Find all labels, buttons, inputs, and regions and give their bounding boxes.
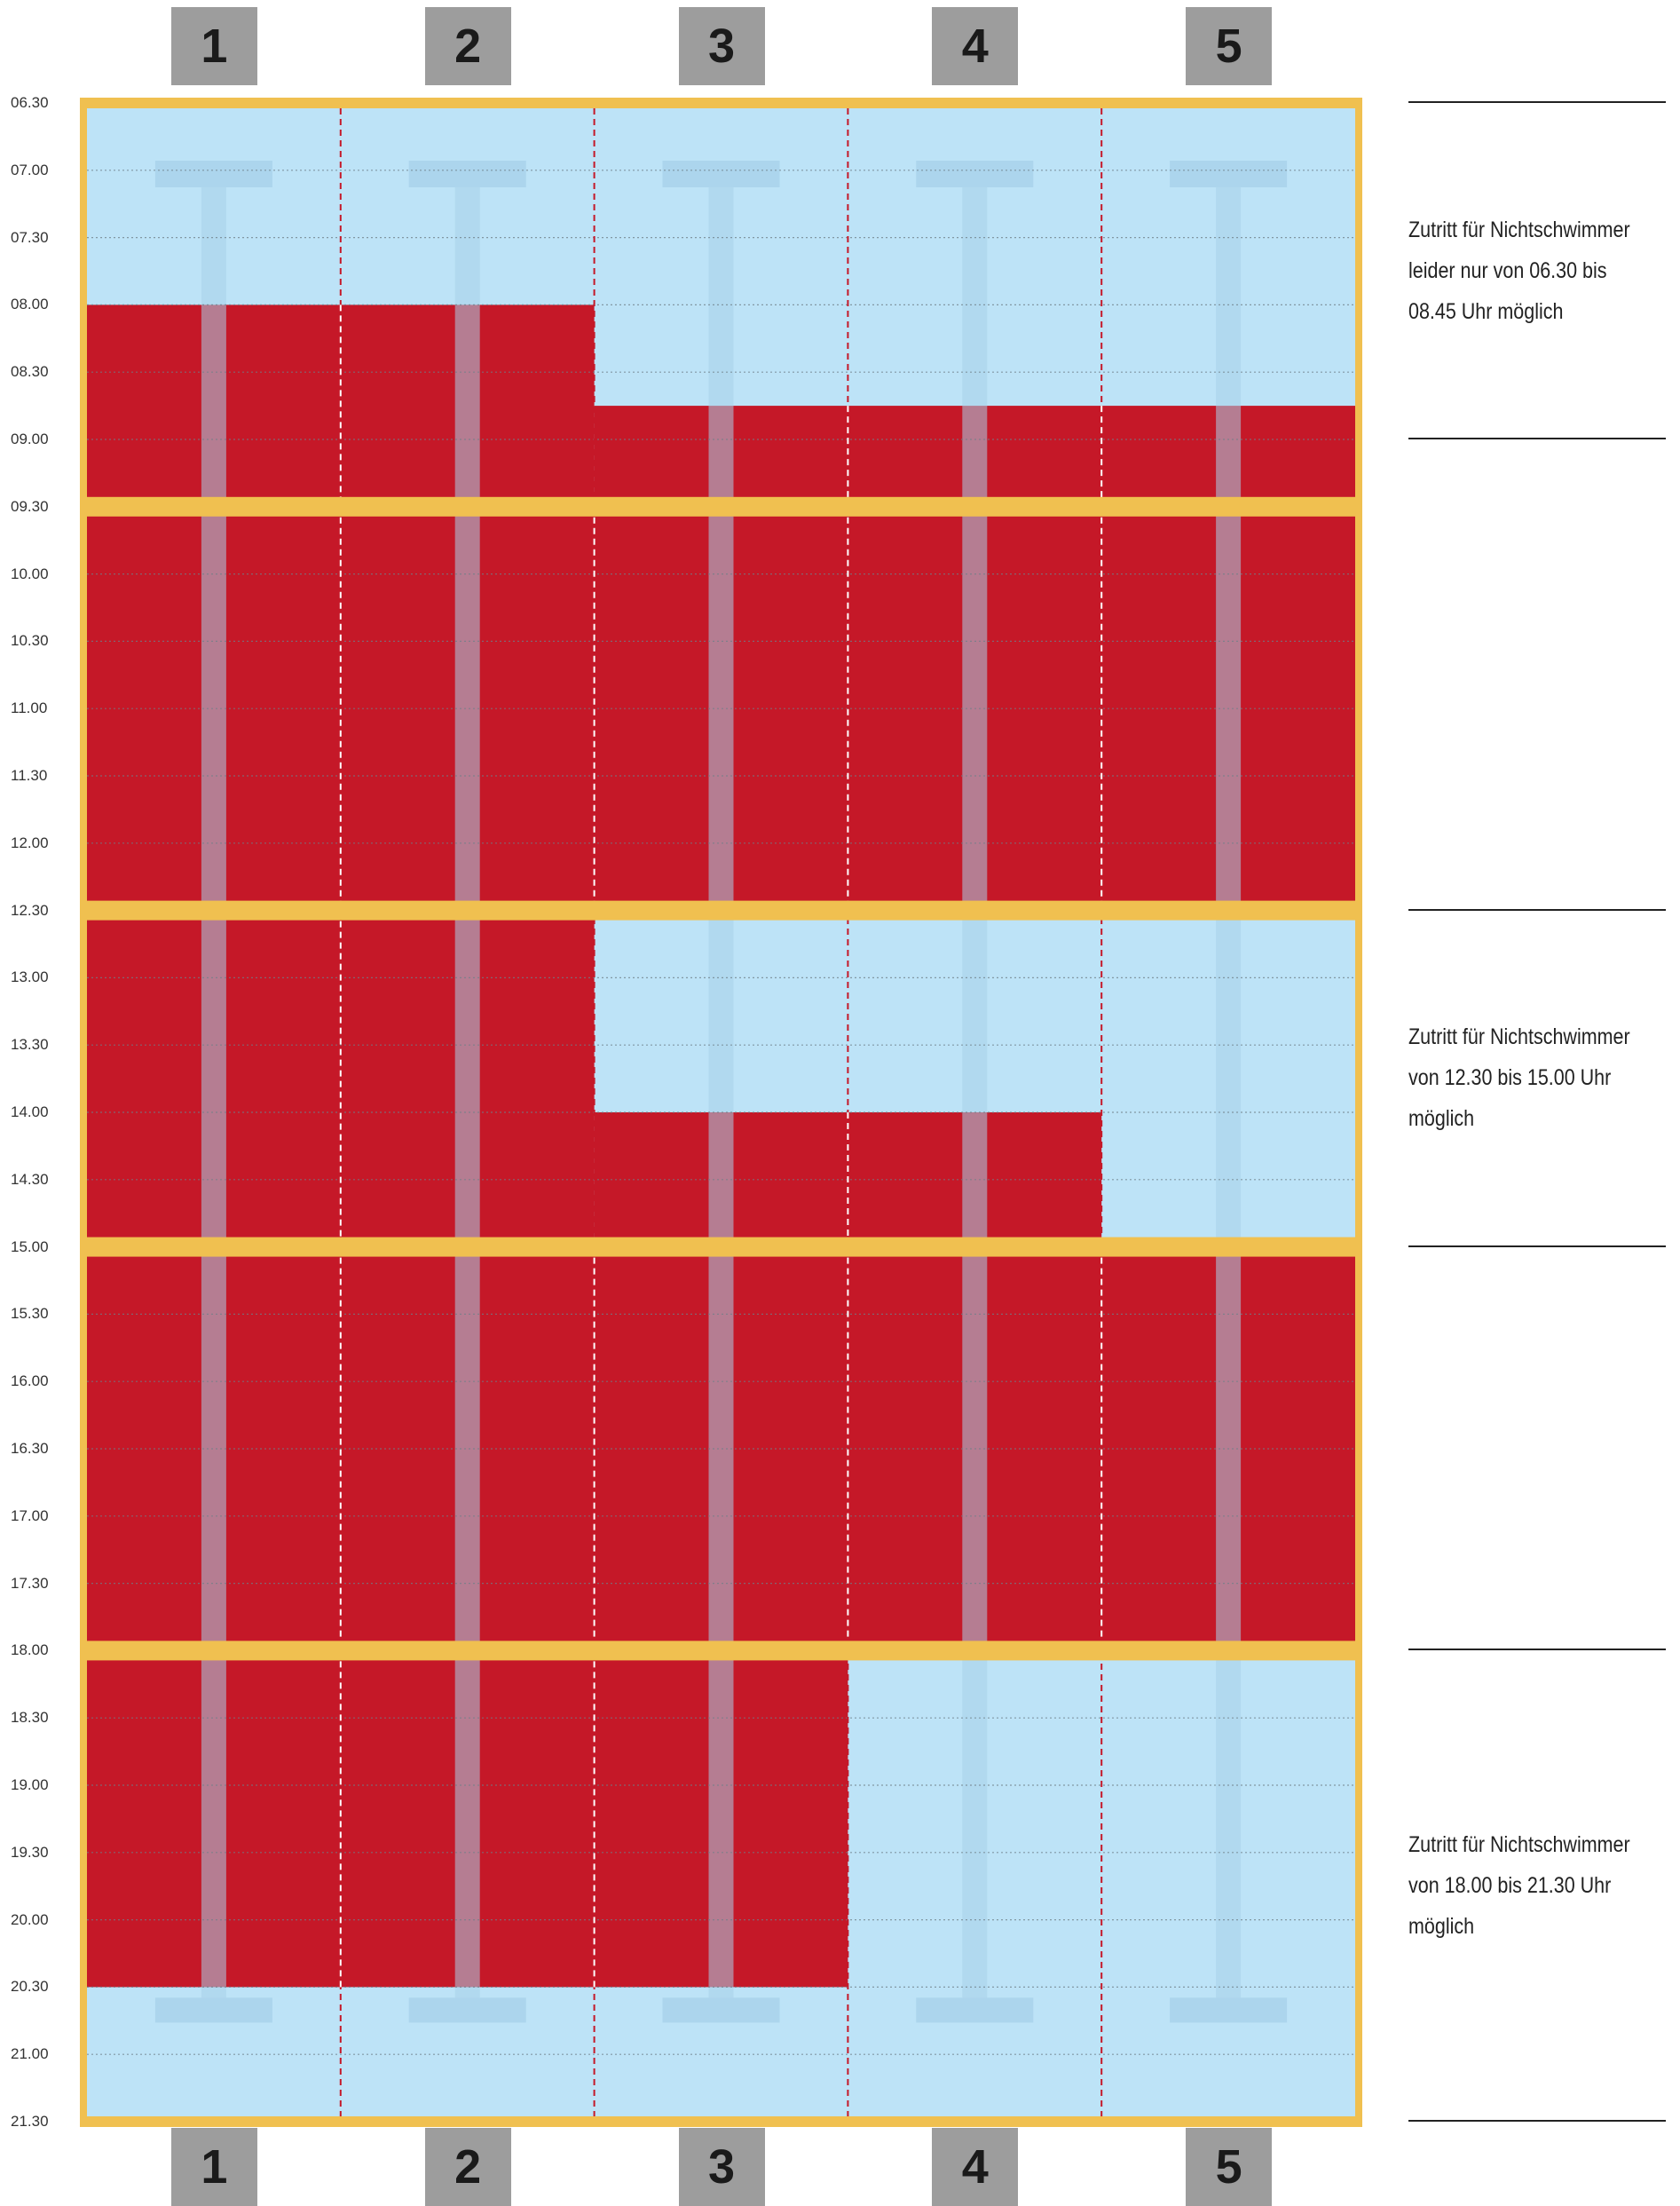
session-break-1 — [80, 496, 1362, 517]
note-line: leider nur von 06.30 bis — [1408, 257, 1607, 283]
time-label: 13.00 — [11, 969, 49, 986]
lane-marker-stem-1 — [201, 187, 226, 1998]
lane-marker-stem-4 — [962, 187, 988, 1998]
lane-marker-bottom-1 — [154, 1997, 272, 2023]
lane-marker-top-3 — [662, 161, 780, 187]
time-label: 07.00 — [11, 161, 49, 178]
time-label: 12.00 — [11, 834, 49, 851]
time-label: 08.30 — [11, 363, 49, 381]
time-label: 12.30 — [11, 901, 49, 919]
time-label: 17.00 — [11, 1506, 49, 1524]
lane-badge-5: 5 — [1186, 7, 1273, 85]
time-label: 14.00 — [11, 1103, 49, 1120]
lane-marker-stem-2 — [454, 187, 480, 1998]
time-label: 21.30 — [11, 2113, 49, 2130]
time-label: 19.00 — [11, 1776, 49, 1793]
note-rule-1-top — [1408, 101, 1666, 103]
note-line: Zutritt für Nichtschwimmer — [1408, 1831, 1630, 1857]
lane-badge-3: 3 — [678, 2128, 765, 2206]
note-line: von 18.00 bis 21.30 Uhr — [1408, 1872, 1612, 1898]
time-label: 15.00 — [11, 1237, 49, 1255]
time-label: 14.30 — [11, 1170, 49, 1188]
lane-badge-3: 3 — [678, 7, 765, 85]
lane-badge-1: 1 — [170, 7, 257, 85]
time-label: 18.00 — [11, 1641, 49, 1659]
lane-marker-bottom-5 — [1170, 1997, 1288, 2023]
lane-marker-top-2 — [408, 161, 526, 187]
lane-badge-4: 4 — [932, 7, 1019, 85]
note-rule-2-top — [1408, 908, 1666, 911]
note-rule-2-bottom — [1408, 1245, 1666, 1247]
time-label: 10.00 — [11, 565, 49, 582]
lane-badge-2: 2 — [424, 2128, 511, 2206]
time-label: 09.30 — [11, 497, 49, 515]
lane-marker-bottom-4 — [916, 1997, 1034, 2023]
session-break-4 — [80, 1641, 1362, 1661]
time-label: 09.00 — [11, 431, 49, 447]
note-line: Zutritt für Nichtschwimmer — [1408, 1024, 1630, 1050]
time-label: 07.30 — [11, 228, 49, 246]
note-text-2: Zutritt für Nichtschwimmer von 12.30 bis … — [1408, 1016, 1637, 1139]
time-label: 19.30 — [11, 1843, 49, 1861]
time-label: 20.00 — [11, 1910, 49, 1928]
lane-marker-bottom-3 — [662, 1997, 780, 2023]
time-label: 13.30 — [11, 1036, 49, 1054]
lane-marker-stem-5 — [1216, 187, 1242, 1998]
time-label: 18.30 — [11, 1709, 49, 1727]
time-label: 11.30 — [11, 767, 48, 784]
lane-marker-stem-3 — [708, 187, 734, 1998]
note-text-1: Zutritt für Nichtschwimmer leider nur von… — [1408, 210, 1637, 332]
lane-marker-top-4 — [916, 161, 1034, 187]
time-label: 21.00 — [11, 2045, 49, 2063]
note-text-3: Zutritt für Nichtschwimmer von 18.00 bis … — [1408, 1824, 1637, 1947]
session-break-2 — [80, 900, 1362, 921]
lane-badge-2: 2 — [424, 7, 511, 85]
lane-marker-top-5 — [1170, 161, 1288, 187]
time-label: 08.00 — [11, 296, 49, 313]
time-label: 06.30 — [11, 94, 49, 111]
lane-badge-1: 1 — [170, 2128, 257, 2206]
note-line: möglich — [1408, 1106, 1475, 1132]
note-line: möglich — [1408, 1913, 1475, 1939]
lane-marker-top-1 — [154, 161, 272, 187]
note-rule-1-bottom — [1408, 438, 1666, 439]
time-label: 15.30 — [11, 1305, 49, 1323]
note-line: Zutritt für Nichtschwimmer — [1408, 217, 1630, 242]
lane-marker-bottom-2 — [408, 1997, 526, 2023]
time-label: 11.00 — [11, 700, 48, 717]
time-label: 10.30 — [11, 632, 49, 650]
note-rule-3-bottom — [1408, 2120, 1666, 2122]
note-rule-3-top — [1408, 1649, 1666, 1651]
note-line: von 12.30 bis 15.00 Uhr — [1408, 1065, 1612, 1091]
lane-badge-4: 4 — [932, 2128, 1019, 2206]
note-line: 08.45 Uhr möglich — [1408, 298, 1564, 324]
session-break-3 — [80, 1237, 1362, 1257]
time-label: 16.30 — [11, 1440, 49, 1457]
time-label: 16.00 — [11, 1372, 49, 1390]
lane-badge-5: 5 — [1186, 2128, 1273, 2206]
time-label: 20.30 — [11, 1978, 49, 1996]
time-label: 17.30 — [11, 1574, 49, 1592]
